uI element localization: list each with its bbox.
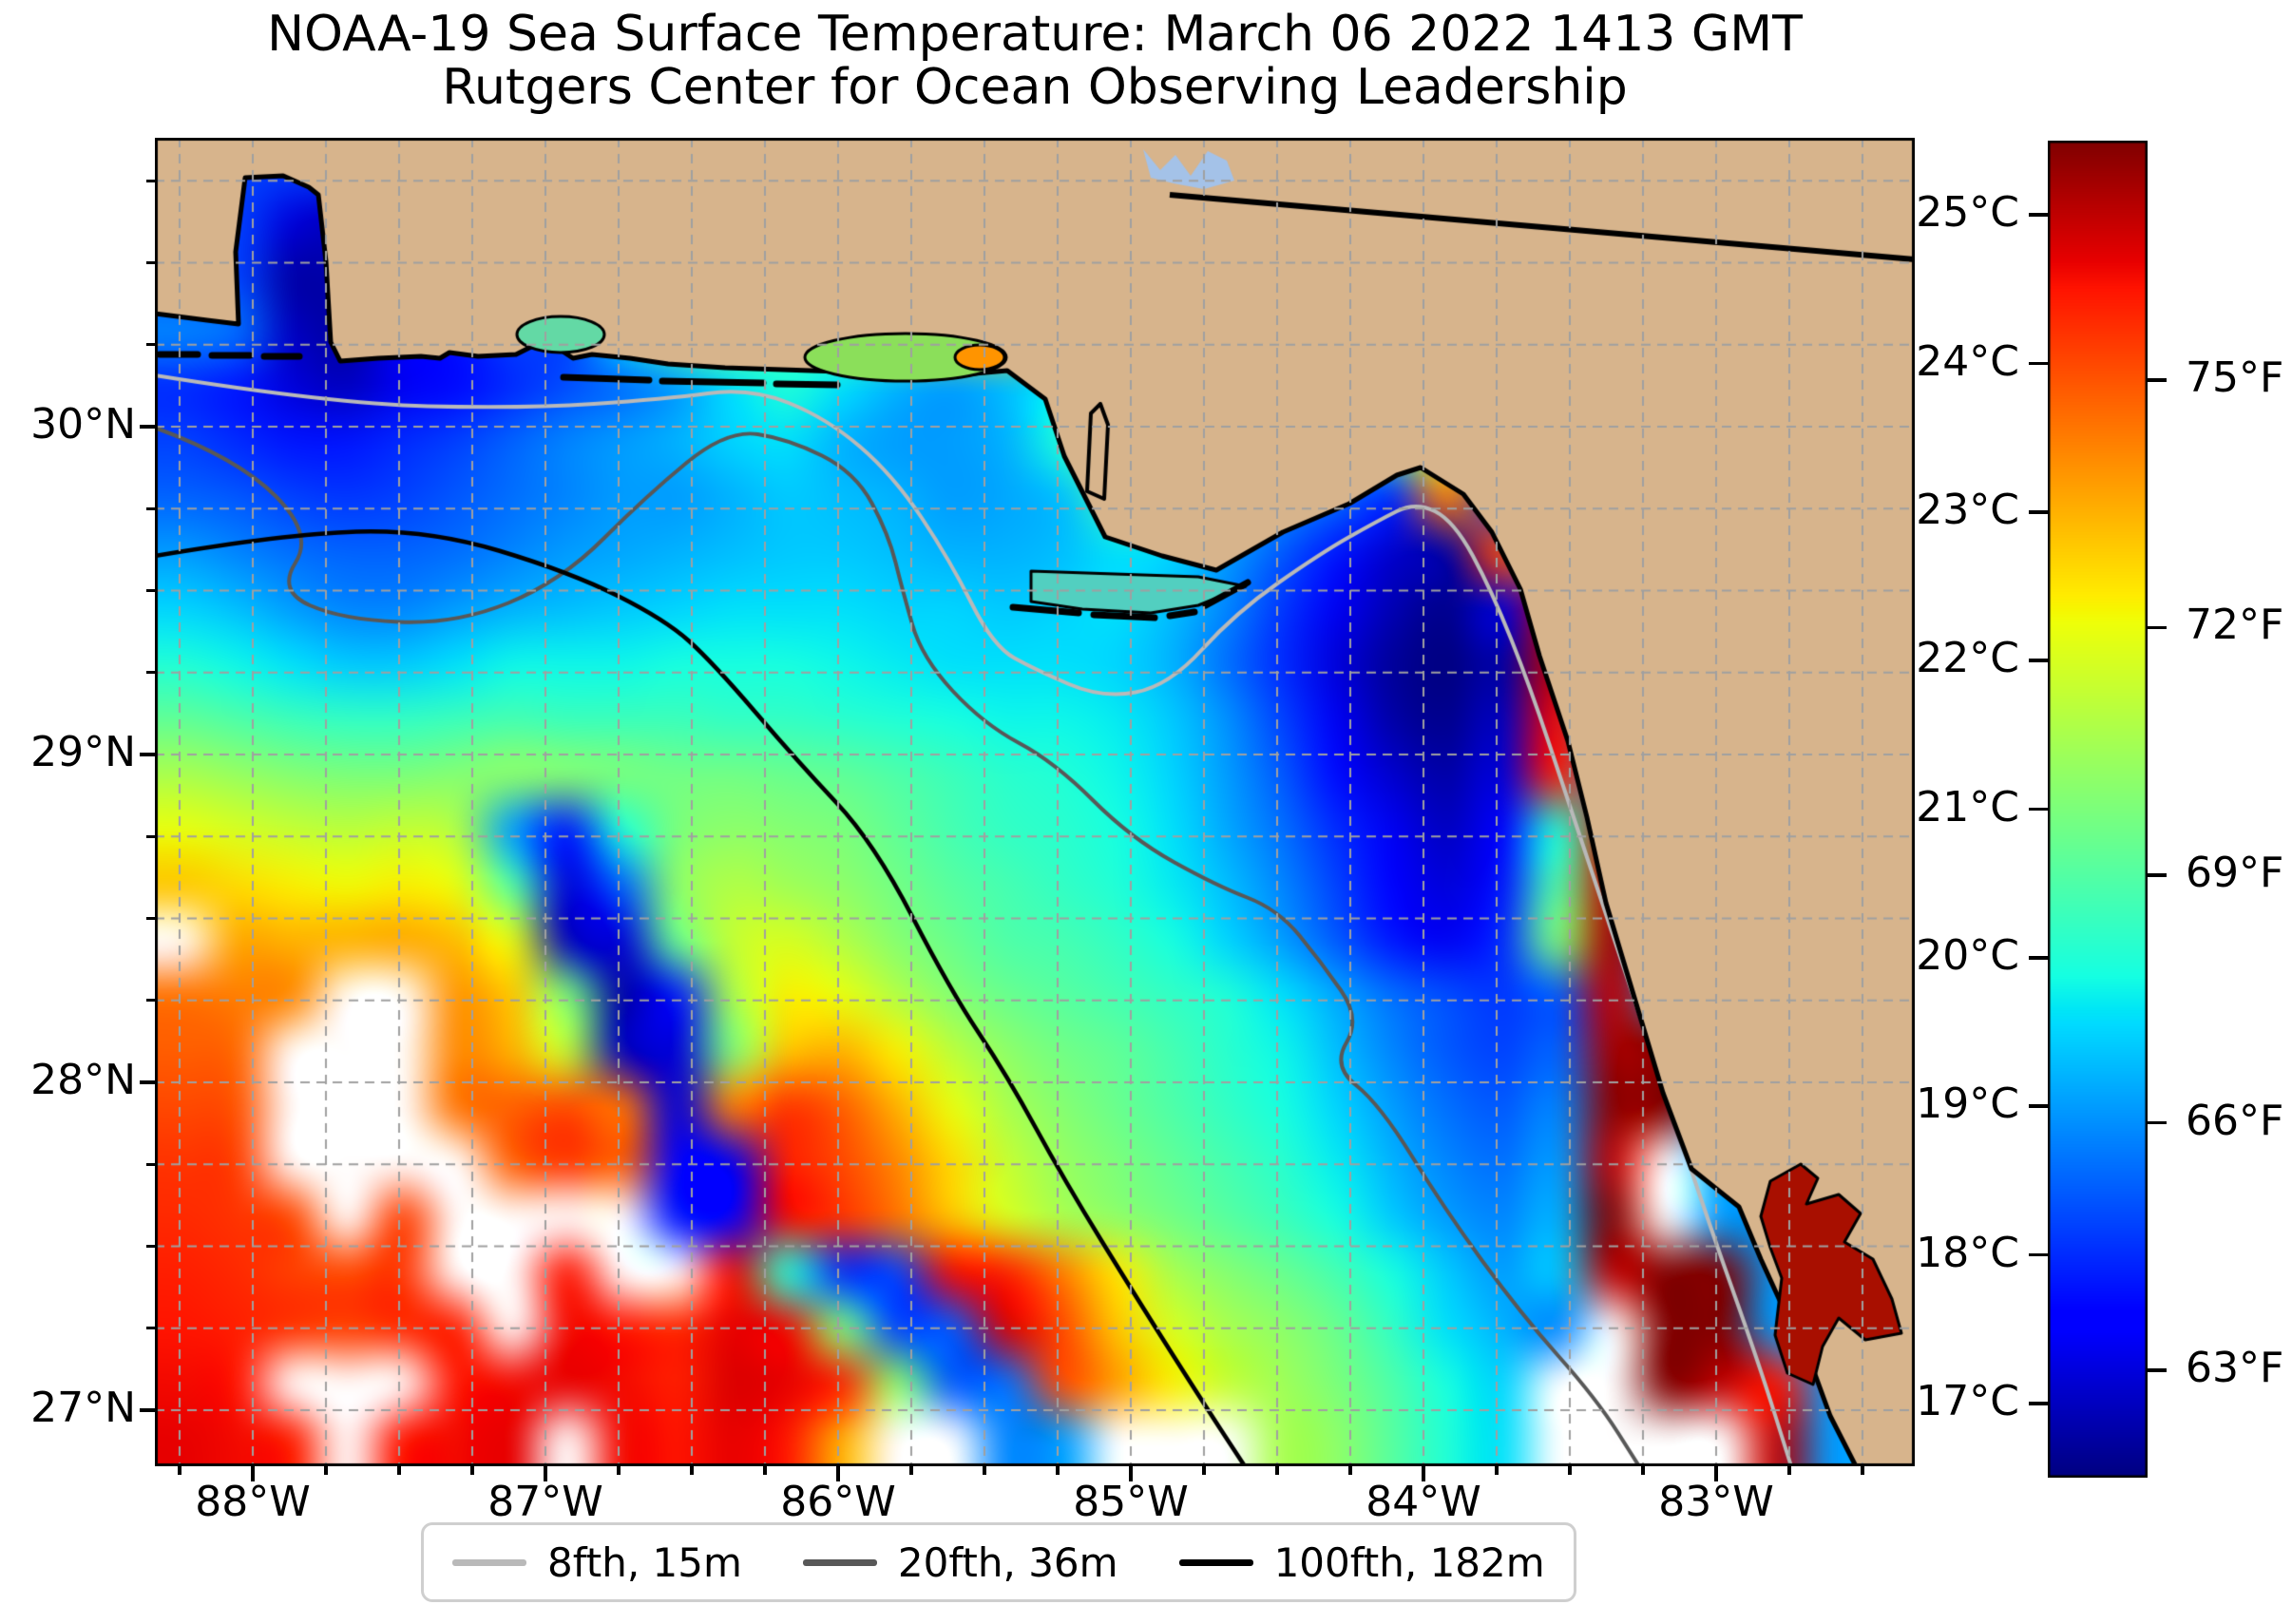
x-axis-minor-tick (397, 1466, 401, 1475)
y-axis-major-tick (140, 1408, 155, 1412)
x-axis-minor-tick (1641, 1466, 1645, 1475)
legend-line-swatch (1178, 1558, 1253, 1566)
colorbar-c-label-24: 24°C (1916, 336, 2019, 386)
y-axis-major-tick (140, 425, 155, 429)
x-axis-minor-tick (983, 1466, 986, 1475)
x-axis-minor-tick (763, 1466, 767, 1475)
y-axis-minor-tick (146, 588, 155, 593)
x-axis-label-88: 88°W (195, 1478, 311, 1526)
x-axis-label-87: 87°W (487, 1478, 603, 1526)
contour-legend: 8fth, 15m 20fth, 36m 100fth, 182m (421, 1522, 1576, 1602)
y-axis-minor-tick (146, 1162, 155, 1166)
colorbar-f-tick (2148, 625, 2167, 630)
y-axis-minor-tick (146, 916, 155, 921)
x-axis-minor-tick (1495, 1466, 1499, 1475)
legend-line-swatch (452, 1558, 526, 1566)
x-axis-major-tick (1714, 1466, 1718, 1481)
legend-item-1: 8fth, 15m (452, 1539, 742, 1586)
colorbar-c-label-25: 25°C (1916, 188, 2019, 238)
y-axis-minor-tick (146, 999, 155, 1003)
x-axis-minor-tick (690, 1466, 694, 1475)
colorbar-f-label-66: 66°F (2186, 1096, 2284, 1145)
y-axis-label-28: 28°N (30, 1056, 136, 1104)
colorbar-canvas (2048, 141, 2148, 1478)
colorbar-c-tick (2029, 1402, 2048, 1405)
colorbar-c-tick (2029, 213, 2048, 217)
y-axis-minor-tick (146, 343, 155, 347)
y-axis-minor-tick (146, 671, 155, 675)
y-axis-major-tick (140, 1080, 155, 1084)
colorbar-c-label-20: 20°C (1916, 930, 2019, 980)
colorbar-f-label-69: 69°F (2186, 848, 2284, 897)
colorbar-c-tick (2029, 1104, 2048, 1108)
x-axis-label-83: 83°W (1658, 1478, 1774, 1526)
colorbar-c-tick (2029, 807, 2048, 812)
x-axis-major-tick (544, 1466, 547, 1481)
sst-map-canvas (155, 138, 1915, 1466)
colorbar-f-label-75: 75°F (2186, 353, 2284, 402)
y-axis-minor-tick (146, 179, 155, 182)
colorbar-c-label-19: 19°C (1916, 1079, 2019, 1129)
x-axis-minor-tick (1568, 1466, 1572, 1475)
x-axis-minor-tick (1275, 1466, 1279, 1475)
x-axis-minor-tick (1787, 1466, 1791, 1475)
x-axis-major-tick (836, 1466, 840, 1481)
x-axis-minor-tick (1056, 1466, 1060, 1475)
legend-item-2: 20fth, 36m (802, 1538, 1118, 1586)
y-axis-minor-tick (146, 834, 155, 838)
legend-line-swatch (802, 1558, 877, 1566)
colorbar-f-tick (2148, 378, 2167, 382)
colorbar-f-tick (2148, 873, 2167, 877)
y-axis-label-27: 27°N (30, 1384, 136, 1432)
colorbar-c-tick (2029, 510, 2048, 514)
x-axis-minor-tick (617, 1466, 621, 1475)
colorbar-c-tick (2029, 1252, 2048, 1257)
legend-item-3: 100fth, 182m (1178, 1538, 1545, 1586)
x-axis-minor-tick (1861, 1466, 1864, 1475)
legend-label: 100fth, 182m (1273, 1538, 1545, 1586)
x-axis-minor-tick (470, 1466, 474, 1475)
colorbar-f-tick (2148, 1120, 2167, 1125)
x-axis-minor-tick (178, 1466, 181, 1475)
x-axis-minor-tick (1202, 1466, 1206, 1475)
legend-label: 8fth, 15m (547, 1538, 742, 1586)
figure-title: NOAA-19 Sea Surface Temperature: March 0… (267, 6, 1803, 63)
colorbar-c-label-23: 23°C (1916, 485, 2019, 534)
colorbar-c-label-18: 18°C (1916, 1228, 2019, 1277)
y-axis-label-29: 29°N (30, 728, 136, 776)
colorbar-c-tick (2029, 361, 2048, 366)
colorbar-f-label-63: 63°F (2186, 1344, 2284, 1393)
x-axis-major-tick (251, 1466, 255, 1481)
y-axis-minor-tick (146, 506, 155, 510)
x-axis-minor-tick (1348, 1466, 1352, 1475)
y-axis-minor-tick (146, 1244, 155, 1249)
colorbar-c-label-21: 21°C (1916, 782, 2019, 831)
y-axis-minor-tick (146, 1327, 155, 1330)
y-axis-minor-tick (146, 260, 155, 265)
x-axis-label-86: 86°W (780, 1478, 896, 1526)
colorbar-c-tick (2029, 659, 2048, 662)
x-axis-minor-tick (324, 1466, 328, 1475)
colorbar-f-tick (2148, 1368, 2167, 1372)
y-axis-major-tick (140, 753, 155, 756)
x-axis-label-84: 84°W (1366, 1478, 1481, 1526)
colorbar-c-label-17: 17°C (1916, 1376, 2019, 1425)
y-axis-label-30: 30°N (30, 400, 136, 449)
x-axis-minor-tick (909, 1466, 913, 1475)
colorbar-c-label-22: 22°C (1916, 634, 2019, 683)
x-axis-major-tick (1422, 1466, 1425, 1481)
x-axis-major-tick (1129, 1466, 1133, 1481)
legend-label: 20fth, 36m (897, 1538, 1118, 1586)
figure-subtitle: Rutgers Center for Ocean Observing Leade… (442, 59, 1628, 116)
colorbar-c-tick (2029, 956, 2048, 960)
colorbar-f-label-72: 72°F (2186, 601, 2284, 650)
x-axis-label-85: 85°W (1073, 1478, 1189, 1526)
